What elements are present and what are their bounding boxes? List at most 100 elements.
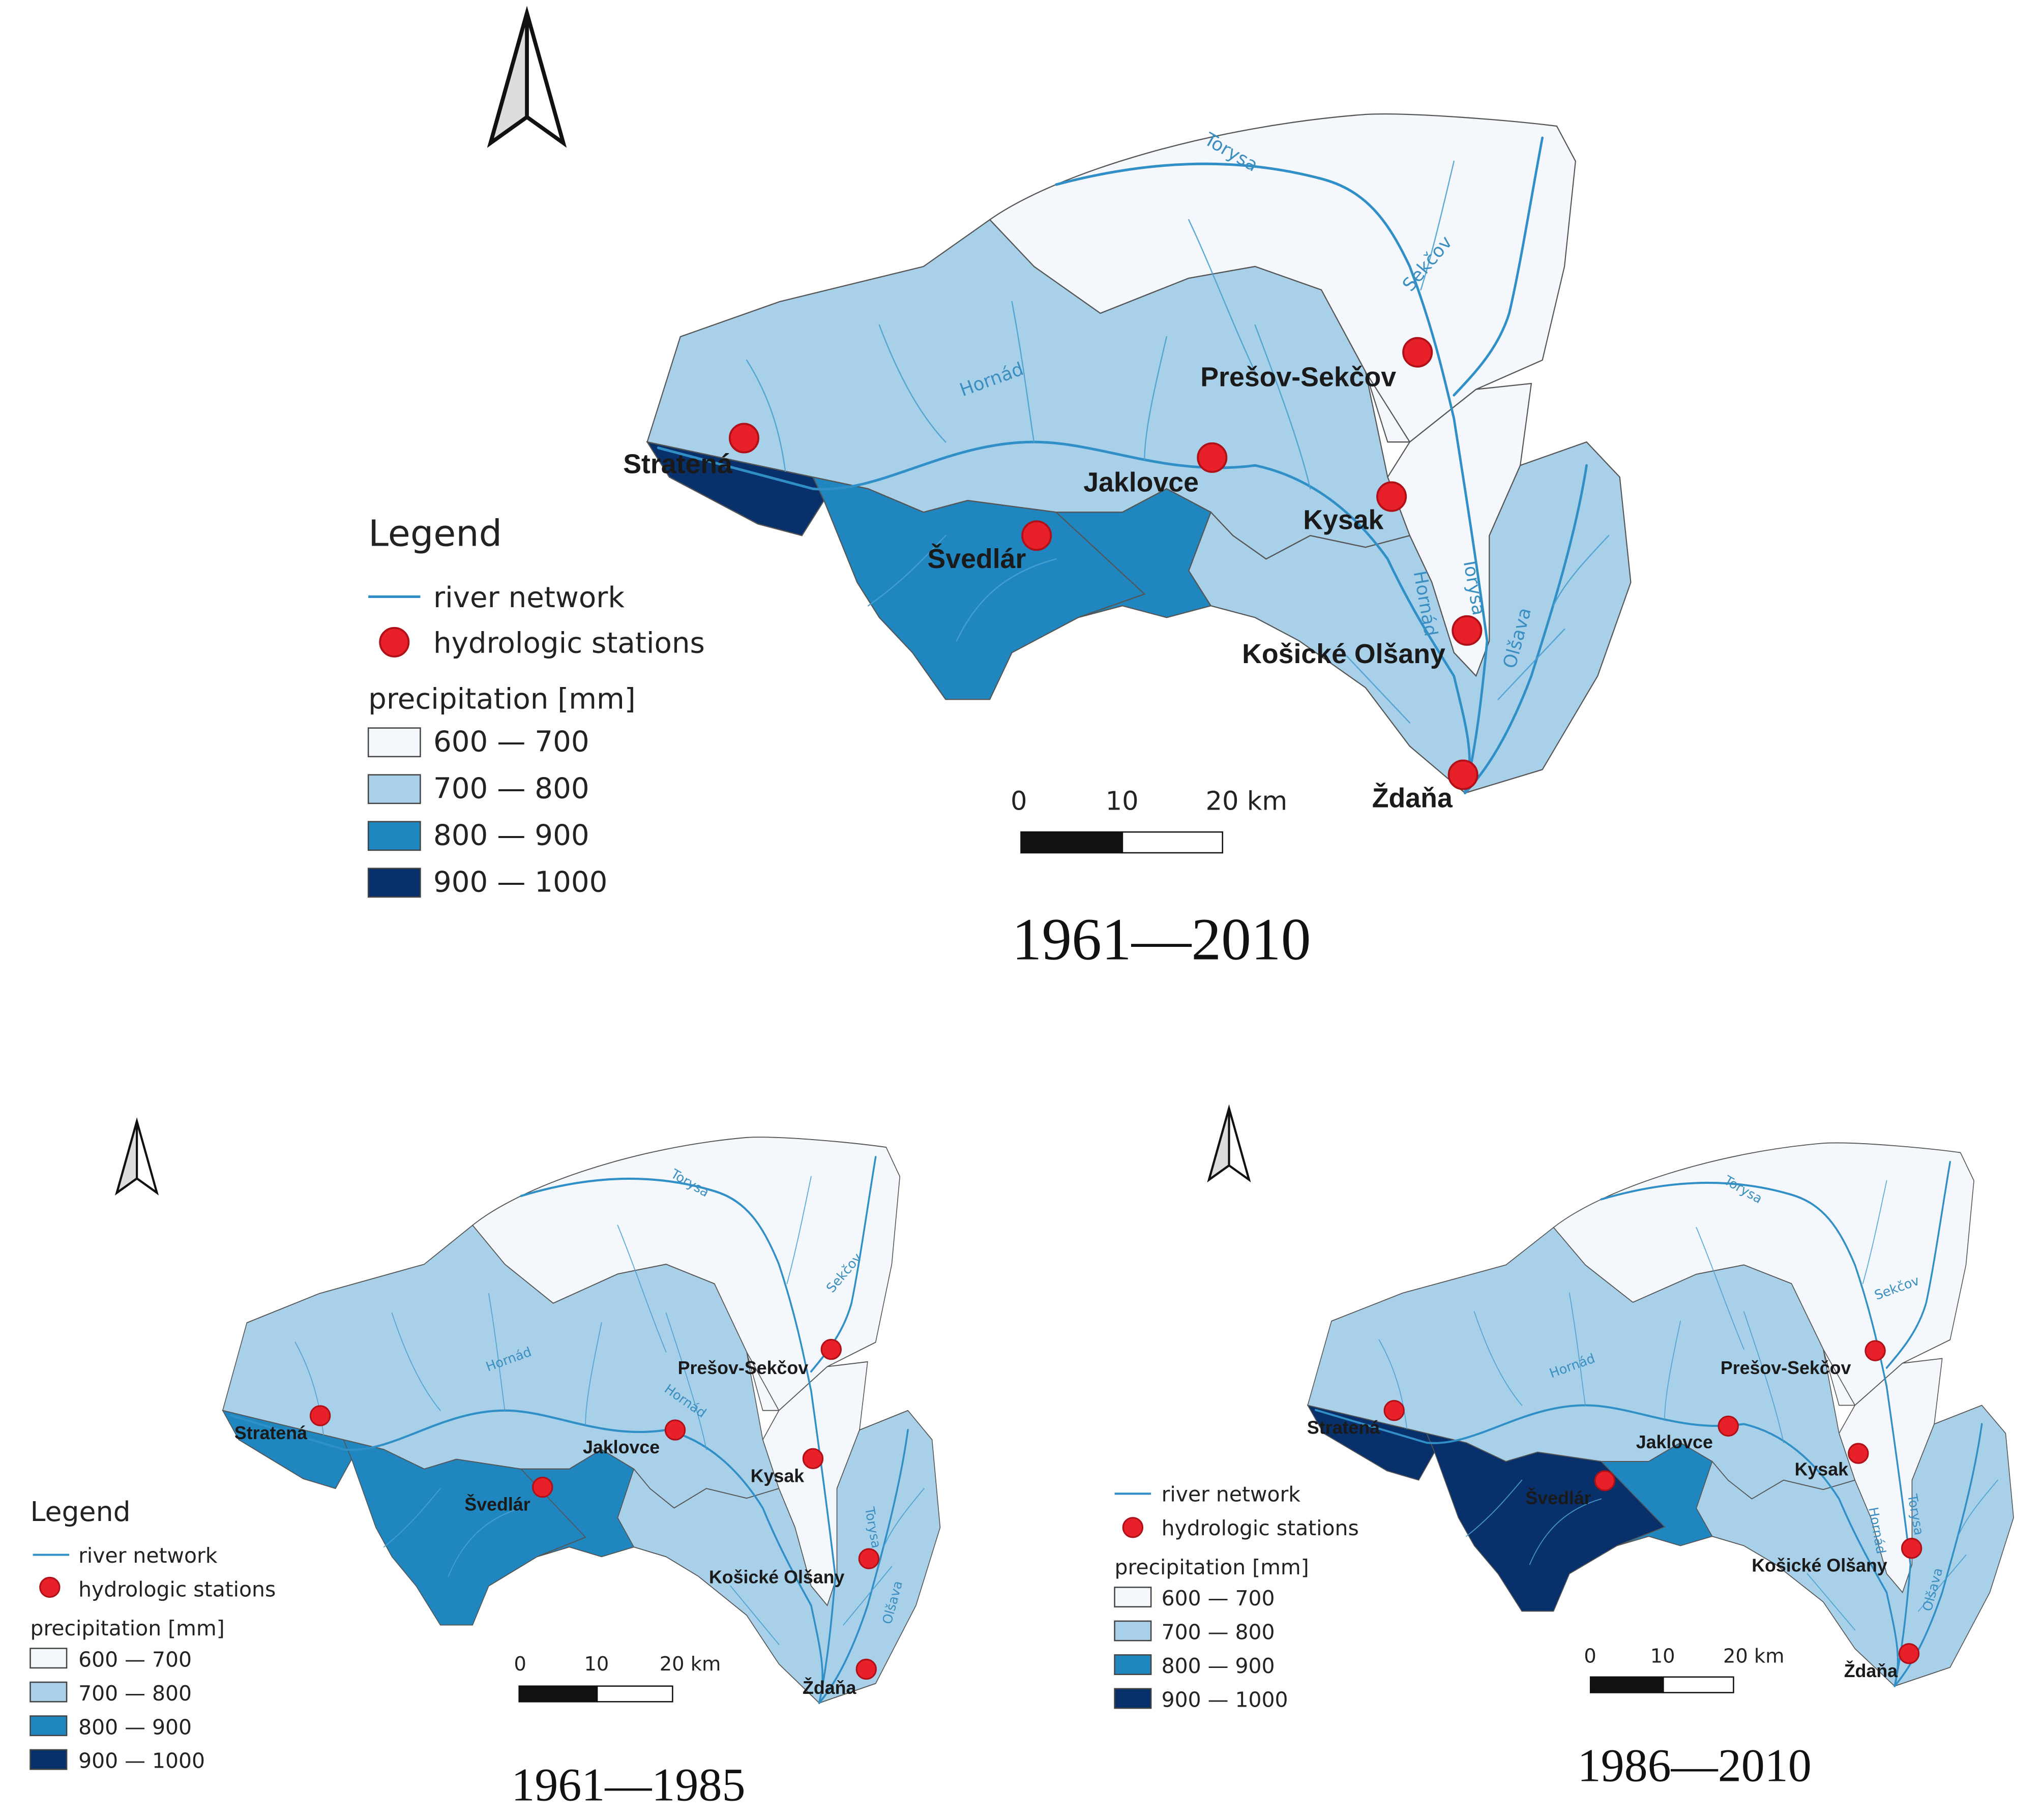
legend: Legend river network hydrologic stations… <box>367 513 705 899</box>
legend-stations-label: hydrologic stations <box>433 626 705 660</box>
station-label-zdana: Ždaňa <box>1844 1661 1898 1681</box>
station-label-svedlar: Švedlár <box>1525 1488 1591 1508</box>
legend-class-700-800: 700 — 800 <box>78 1681 192 1706</box>
station-label-zdana: Ždaňa <box>1372 783 1453 814</box>
legend-station-swatch <box>39 1576 61 1598</box>
map-1986-2010: Torysa Sekčov Hornád Torysa Hornád Olšav… <box>1114 1108 2014 1791</box>
scale-tick-0: 0 <box>514 1653 526 1676</box>
legend-class-800-900: 800 — 900 <box>78 1715 192 1739</box>
legend-precip-title: precipitation [mm] <box>1115 1555 1309 1579</box>
legend-river-label: river network <box>1162 1482 1301 1507</box>
station-marker-kysak <box>1376 481 1407 512</box>
station-marker-jaklovce <box>1197 442 1228 473</box>
basin-polygons <box>1307 1142 2014 1687</box>
period-title: 1961—2010 <box>1012 907 1311 973</box>
station-label-stratena: Stratená <box>234 1423 307 1443</box>
scale-tick-0: 0 <box>1011 787 1027 817</box>
catchment-map <box>646 113 1632 794</box>
legend-class-600-700: 600 — 700 <box>1162 1586 1275 1610</box>
legend-swatch-600-700 <box>29 1648 68 1669</box>
scale-tick-20: 20 km <box>1723 1645 1785 1668</box>
legend-class-900-1000: 900 — 1000 <box>1162 1688 1288 1712</box>
station-label-jaklovce: Jaklovce <box>583 1437 660 1457</box>
jaklovce-precip-zone <box>1054 488 1212 618</box>
station-marker-presov <box>1402 337 1433 368</box>
north-arrow <box>117 1121 157 1193</box>
station-marker-stratena <box>1383 1400 1405 1421</box>
station-label-presov: Prešov-Sekčov <box>678 1358 809 1378</box>
legend-swatch-800-900 <box>29 1715 68 1737</box>
north-arrow <box>490 13 563 143</box>
station-marker-stratena <box>728 423 760 454</box>
scale-tick-10: 10 <box>584 1653 609 1676</box>
legend-swatch-900-1000 <box>1114 1688 1152 1709</box>
legend-precip-title: precipitation [mm] <box>368 682 636 715</box>
station-label-svedlar: Švedlár <box>927 543 1026 574</box>
station-label-kysak: Kysak <box>1795 1459 1849 1480</box>
legend-class-700-800: 700 — 800 <box>1162 1620 1275 1645</box>
jaklovce-precip-zone <box>520 1449 635 1558</box>
map-1961-2010: Torysa Sekčov Hornád Torysa Hornád Olšav… <box>367 13 1632 973</box>
stratena-precip-zone <box>222 1410 352 1489</box>
legend-class-600-700: 600 — 700 <box>78 1647 192 1672</box>
legend-swatch-700-800 <box>367 774 421 804</box>
scale-bar: 0 10 20 km <box>1584 1645 1784 1693</box>
scale-tick-10: 10 <box>1650 1645 1675 1668</box>
station-markers <box>728 337 1483 790</box>
station-marker-jaklovce <box>664 1419 686 1441</box>
station-marker-svedlar <box>532 1476 553 1498</box>
station-marker-presov <box>820 1338 842 1360</box>
station-label-stratena: Stratená <box>1307 1418 1380 1438</box>
legend-class-800-900: 800 — 900 <box>1162 1654 1275 1678</box>
legend-swatch-700-800 <box>29 1681 68 1703</box>
scale-tick-0: 0 <box>1584 1645 1596 1668</box>
station-marker-kysak <box>802 1448 824 1470</box>
legend-class-900-1000: 900 — 1000 <box>78 1749 205 1773</box>
north-arrow <box>1209 1108 1249 1180</box>
station-label-stratena: Stratená <box>623 449 732 480</box>
station-marker-kysak <box>1848 1443 1869 1464</box>
scale-segment-black <box>1589 1676 1664 1693</box>
legend-swatch-800-900 <box>1114 1654 1152 1675</box>
legend-swatch-700-800 <box>1114 1620 1152 1642</box>
scale-tick-20: 20 km <box>660 1653 721 1676</box>
legend-station-swatch <box>379 626 410 658</box>
station-label-kosicke: Košické Olšany <box>1752 1556 1887 1576</box>
scale-tick-10: 10 <box>1106 787 1139 817</box>
station-label-kosicke: Košické Olšany <box>1242 639 1445 669</box>
legend-stations-label: hydrologic stations <box>78 1577 276 1601</box>
scale-segment-black <box>518 1685 598 1703</box>
station-marker-zdana <box>855 1658 877 1680</box>
basin-polygons <box>222 1137 941 1705</box>
station-marker-kosicke <box>858 1548 880 1569</box>
legend-swatch-800-900 <box>367 821 421 851</box>
legend: river network hydrologic stations precip… <box>1114 1482 1359 1712</box>
legend-stations-label: hydrologic stations <box>1162 1516 1359 1540</box>
station-label-svedlar: Švedlár <box>464 1495 530 1515</box>
legend-precip-title: precipitation [mm] <box>31 1616 225 1640</box>
legend-river-label: river network <box>433 581 625 614</box>
station-markers <box>1383 1340 1922 1664</box>
scale-segment-white <box>1663 1676 1734 1693</box>
legend-class-900-1000: 900 — 1000 <box>433 866 607 899</box>
station-label-jaklovce: Jaklovce <box>1636 1432 1713 1452</box>
catchment-map <box>1307 1142 2014 1687</box>
legend-class-700-800: 700 — 800 <box>433 772 589 805</box>
station-label-kosicke: Košické Olšany <box>709 1567 845 1588</box>
station-marker-stratena <box>309 1405 331 1426</box>
station-marker-svedlar <box>1021 520 1052 551</box>
station-label-presov: Prešov-Sekčov <box>1721 1358 1851 1378</box>
legend-swatch-600-700 <box>367 727 421 758</box>
stratena-precip-zone <box>646 441 825 536</box>
scale-segment-black <box>1020 831 1123 854</box>
legend-swatch-600-700 <box>1114 1587 1152 1608</box>
station-marker-kosicke <box>1901 1537 1922 1559</box>
station-marker-kosicke <box>1452 615 1483 646</box>
scale-bar: 0 10 20 km <box>514 1653 721 1703</box>
legend-class-600-700: 600 — 700 <box>433 726 589 759</box>
station-marker-jaklovce <box>1718 1415 1739 1437</box>
stratena-precip-zone <box>1307 1405 1435 1481</box>
station-label-kysak: Kysak <box>1303 504 1383 535</box>
station-marker-zdana <box>1898 1643 1920 1664</box>
